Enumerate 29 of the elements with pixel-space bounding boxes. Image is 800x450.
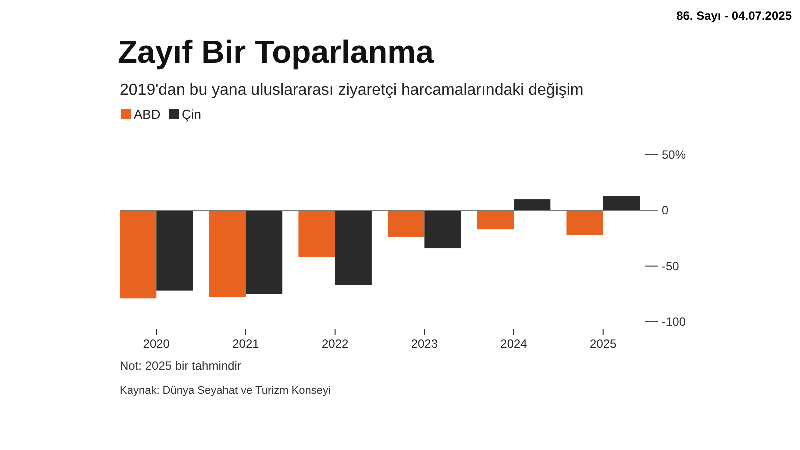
bar <box>424 210 462 249</box>
bar <box>209 210 246 298</box>
bar <box>477 210 514 230</box>
text: 86. Sayı - 04.07.2025 <box>676 9 792 23</box>
x-tick-label: 2023 <box>411 337 438 351</box>
x-tick-label: 2020 <box>143 337 170 351</box>
x-tick-label: 2025 <box>590 337 618 351</box>
text: Kaynak: Dünya Seyahat ve Turizm Konseyi <box>120 385 331 397</box>
x-tick-label: 2024 <box>500 337 528 351</box>
chart-subtitle: 2019'dan bu yana uluslararası ziyaretçi harcamalarındaki değişim <box>120 82 584 99</box>
y-tick-label: -50 <box>662 259 680 274</box>
x-tick-label: 2021 <box>232 337 260 351</box>
bar <box>156 210 194 291</box>
bar <box>246 210 283 294</box>
bar <box>335 210 372 286</box>
chart-title: Zayıf Bir Toparlanma <box>118 34 434 70</box>
bar <box>120 210 157 299</box>
bar <box>566 210 604 236</box>
bar <box>514 200 551 211</box>
text: Not: 2025 bir tahmindir <box>120 359 242 373</box>
bar <box>298 210 336 258</box>
legend-label: ABD <box>134 107 161 122</box>
bar <box>388 210 425 238</box>
y-tick-label: 0 <box>662 204 669 218</box>
x-tick-label: 2022 <box>322 337 349 351</box>
y-tick-label: 50% <box>662 148 686 162</box>
bar <box>603 196 640 211</box>
legend-label: Çin <box>182 107 202 122</box>
y-tick-label: -100 <box>662 315 686 329</box>
